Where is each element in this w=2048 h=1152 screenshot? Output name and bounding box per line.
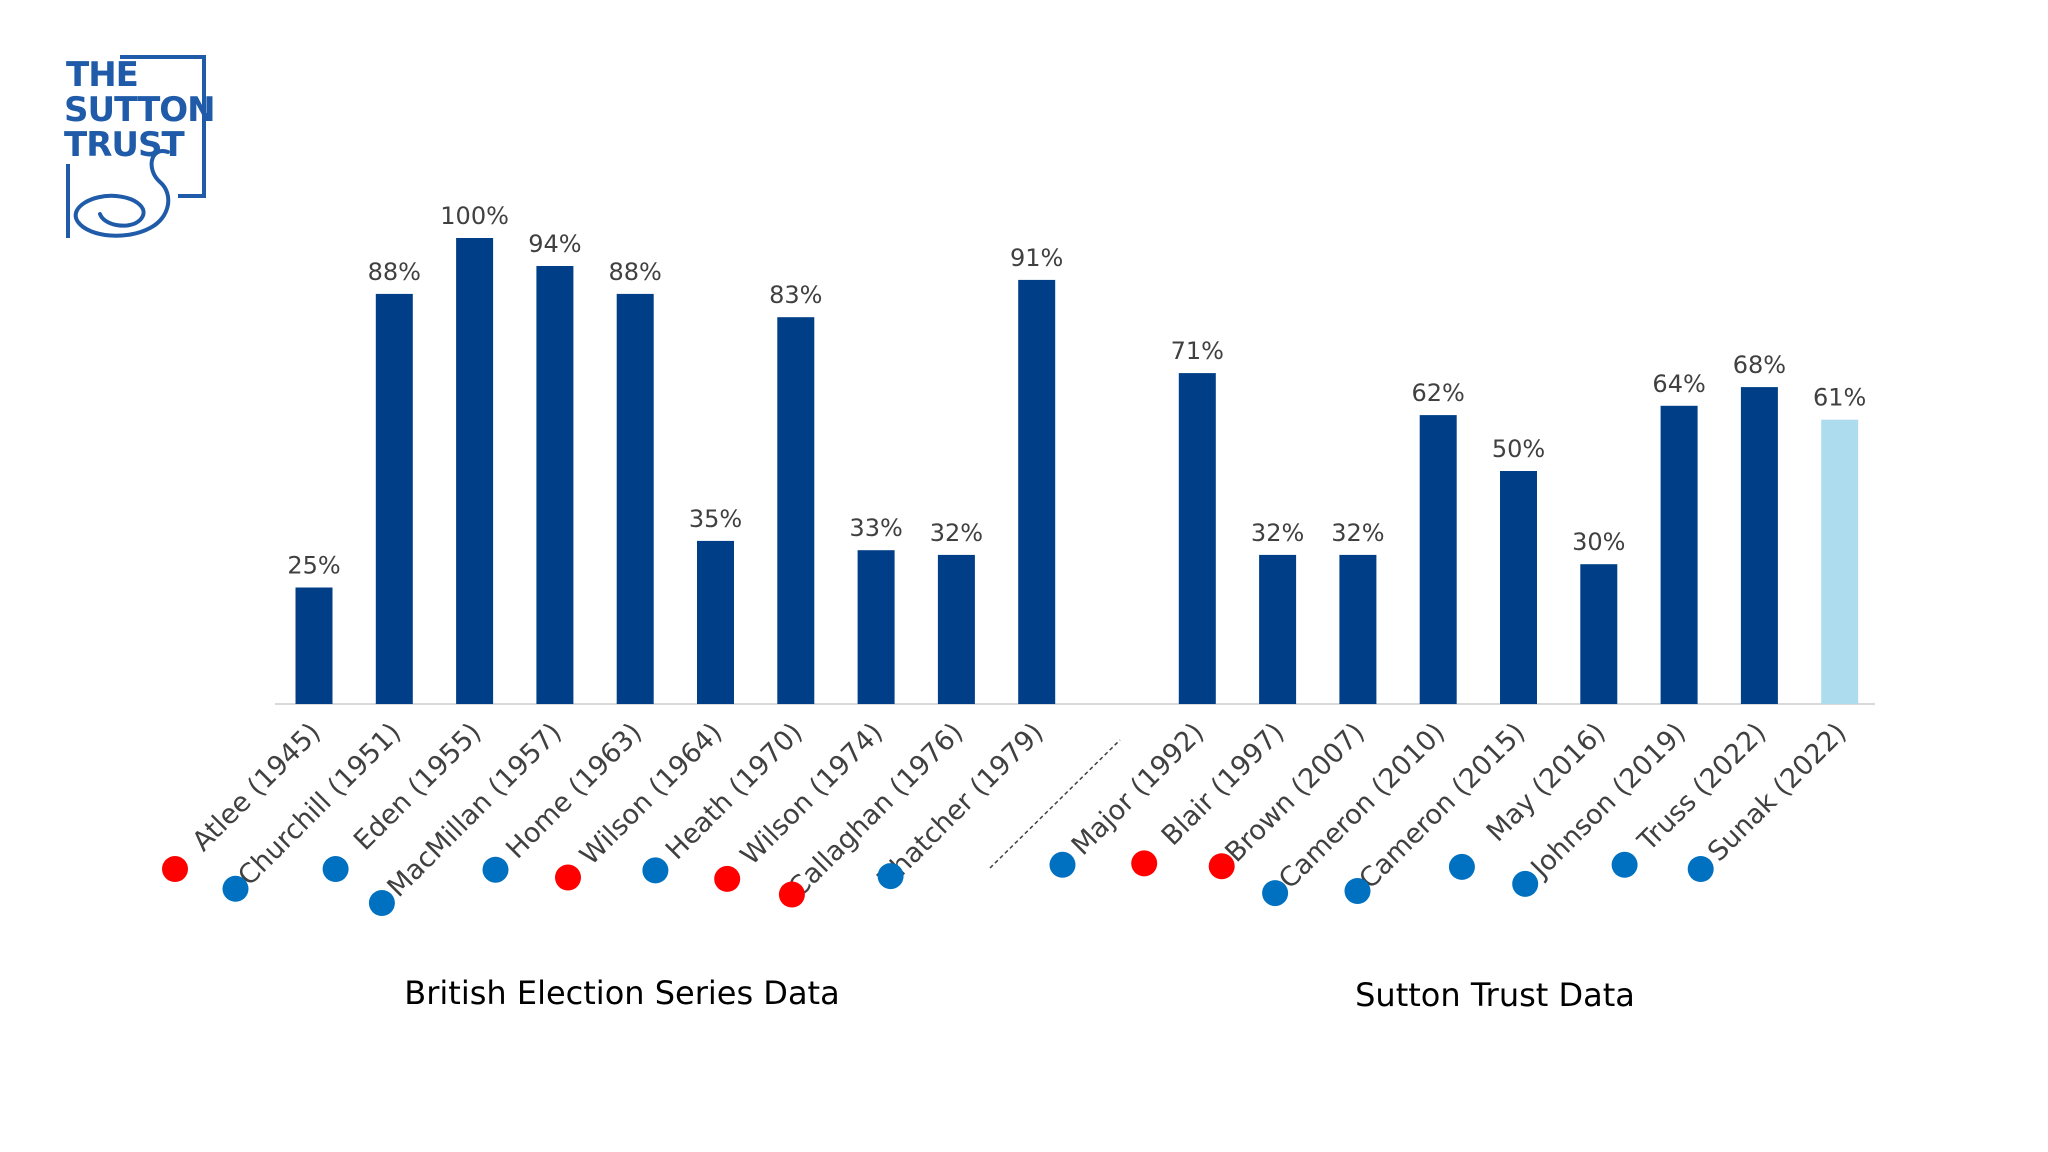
bar	[1178, 373, 1216, 704]
category-labels: Atlee (1945)Churchill (1951)Eden (1955)M…	[186, 717, 1852, 904]
logo-line-2: SUTTON	[64, 90, 215, 130]
bar	[1821, 419, 1859, 704]
logo-frame	[120, 55, 206, 198]
bar	[1500, 471, 1537, 704]
conservative-party-dot	[482, 856, 509, 883]
labour-party-dot	[714, 865, 741, 892]
bar	[857, 550, 895, 704]
conservative-party-dot	[877, 863, 904, 890]
conservative-party-dot	[1049, 851, 1076, 878]
labour-party-dot	[555, 864, 581, 891]
category-label: Wilson (1974)	[735, 717, 889, 871]
labour-party-dot	[162, 856, 188, 882]
bar	[1740, 387, 1778, 704]
data-label: 50%	[1492, 435, 1545, 463]
logo-line-1: THE	[66, 55, 138, 95]
data-label: 32%	[930, 519, 983, 547]
data-label: 64%	[1652, 370, 1705, 398]
conservative-party-dot	[1344, 878, 1371, 904]
bar	[1339, 554, 1377, 704]
bar	[777, 317, 815, 704]
bar	[937, 554, 975, 704]
data-label: 94%	[528, 230, 581, 258]
data-label: 33%	[849, 514, 902, 542]
bar	[1018, 279, 1056, 704]
data-label: 61%	[1813, 384, 1866, 412]
party-markers	[162, 850, 1714, 916]
logo-swash	[73, 149, 171, 238]
labour-party-dot	[1208, 853, 1235, 880]
group-label-bes: British Election Series Data	[404, 974, 839, 1012]
data-label: 30%	[1572, 528, 1625, 556]
bar	[697, 540, 734, 704]
conservative-party-dot	[1262, 880, 1289, 907]
logo-line-3: TRUST	[64, 125, 185, 165]
data-label: 83%	[769, 281, 822, 309]
group-label-sutton: Sutton Trust Data	[1355, 976, 1635, 1014]
bar	[295, 587, 333, 704]
sutton-trust-logo: THE SUTTON TRUST	[64, 55, 216, 238]
labour-party-dot	[778, 881, 805, 908]
conservative-party-dot	[1611, 851, 1638, 878]
data-label: 32%	[1331, 519, 1384, 547]
series-separator	[989, 739, 1121, 869]
labour-party-dot	[1131, 850, 1158, 877]
data-label: 100%	[440, 202, 509, 230]
bar	[536, 266, 574, 704]
data-label: 32%	[1251, 519, 1304, 547]
conservative-party-dot	[222, 875, 249, 902]
conservative-party-dot	[642, 857, 669, 884]
data-label: 88%	[368, 258, 421, 286]
data-label: 88%	[609, 258, 662, 286]
category-label: Wilson (1964)	[574, 717, 728, 871]
bar	[1259, 554, 1297, 704]
data-labels: 25% 88% 100% 94% 88% 35% 83% 33% 32% 91% 71% 32% 32%…	[287, 202, 1866, 580]
data-label: 25%	[287, 552, 340, 580]
data-label: 35%	[689, 505, 742, 533]
data-label: 68%	[1733, 351, 1786, 379]
conservative-party-dot	[322, 856, 349, 882]
conservative-party-dot	[1687, 856, 1714, 882]
bar	[1580, 564, 1618, 704]
bars	[295, 238, 1859, 704]
bar	[456, 238, 494, 704]
category-label: Sunak (2022)	[1702, 717, 1853, 868]
bar	[1660, 405, 1698, 704]
conservative-party-dot	[1512, 870, 1539, 897]
conservative-party-dot	[1448, 853, 1475, 880]
bar	[1419, 415, 1457, 704]
bar	[375, 293, 413, 704]
bar	[616, 293, 654, 704]
data-label: 91%	[1010, 244, 1063, 272]
data-label: 62%	[1412, 379, 1465, 407]
data-label: 71%	[1171, 337, 1224, 365]
category-label: Brown (2007)	[1219, 717, 1370, 868]
conservative-party-dot	[368, 890, 395, 916]
category-label: Heath (1970)	[660, 717, 809, 866]
